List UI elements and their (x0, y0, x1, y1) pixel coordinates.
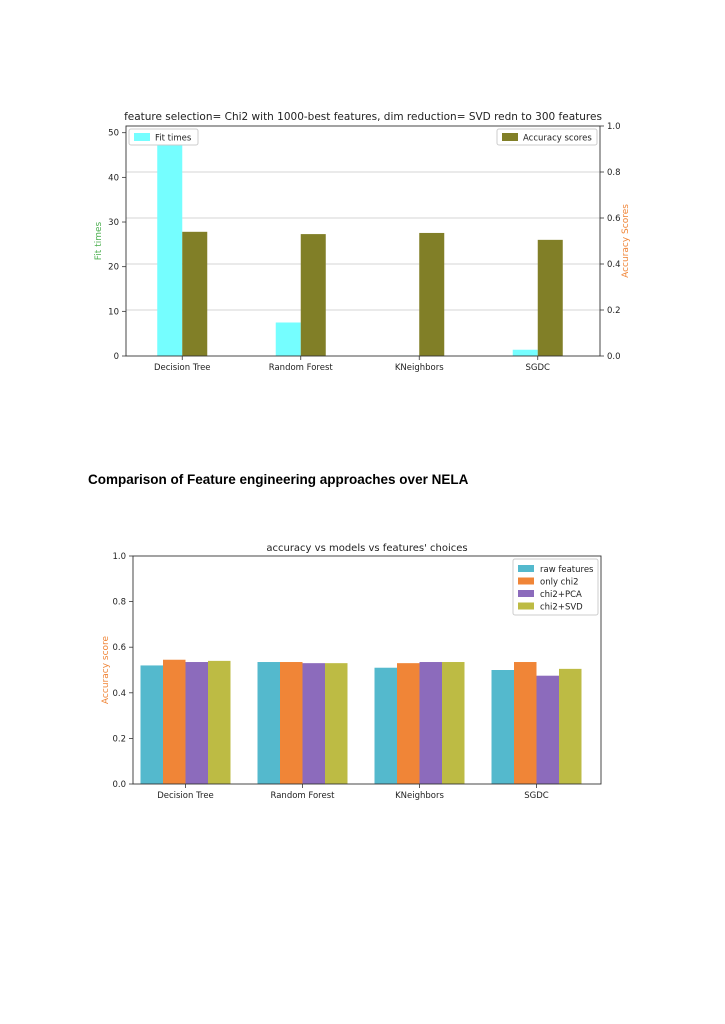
y-tick-label: 30 (108, 218, 119, 228)
x-tick-label: Decision Tree (154, 363, 211, 373)
legend-label: chi2+SVD (540, 603, 583, 613)
y2-tick-label: 0.6 (607, 214, 621, 224)
legend-label: raw features (540, 565, 594, 575)
bar-only-chi2 (280, 662, 303, 784)
y2-tick-label: 0.4 (607, 260, 621, 270)
y2-tick-label: 0.8 (607, 168, 621, 178)
legend-swatch (502, 133, 518, 141)
x-tick-label: KNeighbors (395, 363, 444, 373)
bar-fit-times (512, 349, 538, 356)
x-tick-label: Random Forest (269, 363, 334, 373)
bar-raw-features (140, 665, 163, 784)
x-tick-label: Random Forest (271, 791, 336, 801)
bar-chi2-pca (185, 662, 208, 784)
y-tick-label: 0.2 (112, 734, 126, 744)
bar-chi2-pca (419, 662, 442, 784)
accuracy-comparison-chart: accuracy vs models vs features' choices 0… (101, 543, 602, 801)
legend-swatch (518, 590, 534, 597)
bar-fit-times (275, 322, 301, 356)
bar-raw-features (491, 670, 514, 784)
fit-times-accuracy-chart: feature selection= Chi2 with 1000-best f… (94, 111, 631, 373)
y-tick-label: 0.0 (112, 780, 126, 790)
bar-only-chi2 (163, 659, 186, 784)
legend-swatch (518, 602, 534, 610)
bar-chi2-pca (302, 663, 325, 784)
y-tick-label: 0.8 (112, 598, 126, 608)
bar-raw-features (374, 667, 397, 784)
legend-label: only chi2 (540, 578, 579, 588)
legend-accuracy-scores: Accuracy scores (496, 128, 598, 146)
plot-frame (132, 555, 602, 785)
legend-box (512, 558, 599, 616)
legend-box (496, 128, 598, 146)
y-tick-label: 10 (108, 307, 119, 317)
bar-accuracy-scores (182, 231, 208, 356)
legend-swatch (518, 577, 534, 585)
bar-chi2-svd (442, 662, 465, 784)
bar-fit-times (157, 141, 183, 356)
bar-chi2-svd (325, 663, 348, 784)
bar-accuracy-scores (537, 239, 563, 356)
y-axis-label: Accuracy score (101, 635, 111, 704)
x-tick-label: SGDC (526, 363, 551, 373)
bar-only-chi2 (514, 662, 537, 784)
x-tick-label: KNeighbors (395, 791, 444, 801)
bar-chi2-pca (536, 675, 559, 784)
y-tick-label: 50 (108, 129, 119, 139)
bar-raw-features (257, 662, 280, 784)
legend-label: chi2+PCA (540, 590, 582, 600)
chart-title: accuracy vs models vs features' choices (266, 543, 467, 554)
y-tick-label: 1.0 (112, 552, 126, 562)
y-tick-label: 0.6 (112, 643, 126, 653)
y-tick-label: 40 (108, 173, 119, 183)
legend-fit-times: Fit times (128, 128, 199, 146)
bar-accuracy-scores (300, 234, 326, 356)
legend-swatch (518, 565, 534, 572)
y2-tick-label: 1.0 (607, 122, 621, 132)
y2-axis-label: Accuracy Scores (621, 204, 631, 278)
legend-swatch (134, 133, 150, 141)
plot-frame (125, 125, 601, 357)
legend: raw features only chi2 chi2+PCA chi2+SVD (512, 558, 599, 616)
chart-title: feature selection= Chi2 with 1000-best f… (124, 111, 602, 123)
bar-accuracy-scores (419, 232, 445, 356)
legend-label: Accuracy scores (523, 134, 592, 144)
section-heading: Comparison of Feature engineering approa… (88, 472, 469, 487)
y-tick-label: 20 (108, 263, 119, 273)
x-tick-label: SGDC (524, 791, 549, 801)
bar-only-chi2 (397, 663, 420, 784)
y-axis-label: Fit times (94, 221, 104, 260)
legend-label: Fit times (155, 134, 192, 144)
y2-tick-label: 0.0 (607, 352, 621, 362)
x-tick-label: Decision Tree (157, 791, 214, 801)
bar-chi2-svd (208, 660, 231, 784)
y-tick-label: 0.4 (112, 689, 126, 699)
y2-tick-label: 0.2 (607, 306, 621, 316)
y-tick-label: 0 (114, 352, 119, 362)
bar-chi2-svd (559, 668, 582, 784)
